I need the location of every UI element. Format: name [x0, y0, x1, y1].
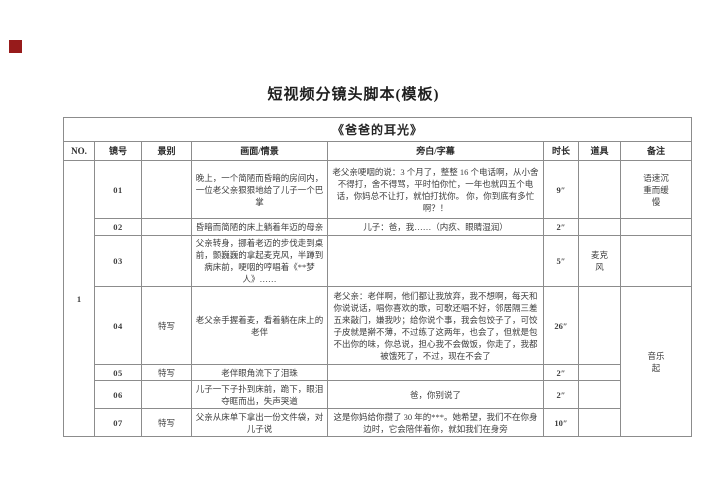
visual-cell: 父亲转身，挪着老迈的步伐走到桌前，颤巍巍的拿起麦克风，半蹲到病床前，哽咽的哼唱着… [191, 235, 328, 287]
visual-cell: 昏暗而简陋的床上躺着年迈的母亲 [191, 218, 328, 236]
voiceover-cell [327, 235, 544, 287]
red-marker [9, 40, 22, 53]
scene-type-cell [141, 380, 192, 409]
table-caption: 《爸爸的耳光》 [62, 117, 693, 142]
col-header-duration: 时长 [543, 141, 579, 161]
table-row: 07 特写 父亲从床单下拿出一份文件袋，对儿子说 这是你妈给你攒了 30 年的*… [64, 408, 692, 437]
scene-type-cell: 特写 [141, 364, 192, 381]
scene-type-cell [141, 235, 192, 287]
col-header-no: NO. [63, 141, 95, 161]
col-header-visual: 画面/情景 [191, 141, 328, 161]
voiceover-cell: 老父亲：老伴啊，他们都让我放弃，我不想啊，每天和你说说话，唱你喜欢的歌，可歌还唱… [327, 286, 544, 365]
scene-type-cell: 特写 [141, 408, 192, 437]
props-cell [578, 160, 621, 219]
group-number-cell: 1 [63, 160, 95, 437]
duration-cell: 2″ [543, 218, 579, 236]
duration-cell: 2″ [543, 364, 579, 381]
col-header-scene-type: 景别 [141, 141, 192, 161]
notes-merged-cell: 音乐起 [619, 286, 693, 437]
voiceover-cell: 这是你妈给你攒了 30 年的***。她希望，我们不在你身边时，它会陪伴着你，就如… [327, 408, 544, 437]
shot-number-cell: 02 [94, 218, 142, 236]
page-title: 短视频分镜头脚本(模板) [267, 87, 440, 103]
notes-cell [619, 218, 693, 236]
visual-cell: 老伴眼角流下了泪珠 [191, 364, 328, 381]
notes-cell: 语速沉重而缓慢 [619, 160, 693, 219]
props-cell [578, 364, 621, 381]
table-row: 1 01 晚上，一个简陋而昏暗的房间内，一位老父亲狠狠地给了儿子一个巴掌 老父亲… [63, 160, 693, 437]
props-cell [578, 408, 621, 437]
table-row: 04 特写 老父亲手握着麦，看着躺在床上的老伴 老父亲：老伴啊，他们都让我放弃，… [64, 286, 693, 437]
notes-cell [619, 235, 693, 287]
props-cell [578, 380, 621, 409]
duration-cell: 5″ [543, 235, 579, 287]
duration-cell: 10″ [543, 408, 579, 437]
props-cell [578, 286, 621, 365]
col-header-shot: 镜号 [94, 141, 142, 161]
visual-cell: 儿子一下子扑到床前，跪下，眼泪夺眶而出，失声哭道 [191, 380, 328, 409]
scene-type-cell [141, 160, 192, 219]
shot-number-cell: 03 [94, 235, 142, 287]
voiceover-cell: 儿子：爸，我……（内疚、眼睛湿润） [327, 218, 544, 236]
scene-type-cell [141, 218, 192, 236]
visual-cell: 父亲从床单下拿出一份文件袋，对儿子说 [191, 408, 328, 437]
shot-number-cell: 06 [94, 380, 142, 409]
props-text: 麦克风 [590, 250, 608, 272]
props-cell [578, 218, 621, 236]
voiceover-cell [327, 364, 544, 381]
duration-cell: 9″ [543, 160, 579, 219]
note-text: 音乐起 [647, 350, 665, 373]
col-header-props: 道具 [578, 141, 621, 161]
table-row: 03 父亲转身，挪着老迈的步伐走到桌前，颤巍巍的拿起麦克风，半蹲到病床前，哽咽的… [64, 235, 693, 287]
table-row: 06 儿子一下子扑到床前，跪下，眼泪夺眶而出，失声哭道 爸，你别说了 2″ [64, 380, 692, 409]
shot-number-cell: 04 [94, 286, 142, 365]
shot-number-cell: 07 [94, 408, 142, 437]
note-text: 语速沉重而缓慢 [643, 172, 669, 207]
col-header-notes: 备注 [619, 141, 693, 161]
shot-number-cell: 01 [94, 160, 142, 219]
visual-cell: 晚上，一个简陋而昏暗的房间内，一位老父亲狠狠地给了儿子一个巴掌 [191, 160, 328, 219]
table-row: 02 昏暗而简陋的床上躺着年迈的母亲 儿子：爸，我……（内疚、眼睛湿润） 2″ [64, 218, 693, 236]
shot-number-cell: 05 [94, 364, 142, 381]
visual-cell: 老父亲手握着麦，看着躺在床上的老伴 [191, 286, 328, 365]
table-row: 05 特写 老伴眼角流下了泪珠 2″ [64, 364, 692, 381]
col-header-voiceover: 旁白/字幕 [327, 141, 544, 161]
props-cell: 麦克风 [578, 235, 621, 287]
voiceover-cell: 老父亲哽咽的说：3 个月了，整整 16 个电话啊，从小舍不得打，舍不得骂，平时怕… [327, 160, 544, 219]
duration-cell: 26″ [543, 286, 579, 365]
duration-cell: 2″ [543, 380, 579, 409]
shot-script-table: 《爸爸的耳光》 NO. 镜号 景别 画面/情景 旁白/字幕 时长 道具 备注 1… [62, 117, 693, 437]
voiceover-cell: 爸，你别说了 [327, 380, 544, 409]
scene-type-cell: 特写 [141, 286, 192, 365]
